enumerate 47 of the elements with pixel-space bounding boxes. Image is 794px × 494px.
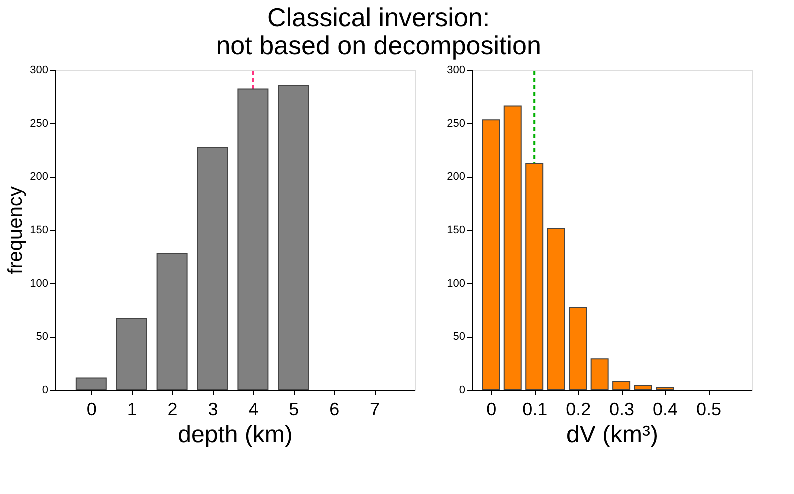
y-tick-label: 50 xyxy=(453,331,466,344)
x-tick-label: 0 xyxy=(486,400,497,420)
bar xyxy=(197,147,228,390)
y-tick-label: 0 xyxy=(459,384,466,396)
x-tick-label: 0.1 xyxy=(522,400,548,420)
x-tick-label: 0.3 xyxy=(610,400,635,420)
x-tick-label: 0 xyxy=(86,400,97,420)
y-axis-title: frequency xyxy=(5,186,28,274)
x-tick-label: 2 xyxy=(168,400,178,420)
y-tick-label: 200 xyxy=(447,171,466,184)
x-tick-label: 4 xyxy=(248,400,259,420)
y-tick-label: 250 xyxy=(447,118,466,130)
bar xyxy=(156,252,188,390)
x-tick-label: 0.4 xyxy=(653,400,678,420)
bar xyxy=(76,378,107,390)
y-tick-label: 150 xyxy=(447,224,466,236)
x-tick-label: 6 xyxy=(330,400,340,420)
y-tick-label: 300 xyxy=(30,64,48,76)
x-axis-title: dV (km³) xyxy=(566,422,658,448)
y-tick-label: 0 xyxy=(42,384,48,396)
y-tick-label: 250 xyxy=(30,118,48,130)
bar xyxy=(656,387,674,390)
x-tick-label: 0.5 xyxy=(696,400,722,420)
x-tick-label: 0.2 xyxy=(566,400,592,420)
y-tick-label: 300 xyxy=(447,64,466,76)
bar xyxy=(504,106,522,390)
bar xyxy=(116,318,148,390)
chart-title: Classical inversion: not based on decomposition xyxy=(216,2,542,60)
x-tick-label: 3 xyxy=(208,400,218,420)
y-tick-label: 200 xyxy=(30,171,48,184)
y-tick-label: 100 xyxy=(30,278,48,290)
bar xyxy=(526,163,544,390)
y-tick-label: 100 xyxy=(447,278,466,290)
x-tick-label: 1 xyxy=(127,400,138,420)
bar xyxy=(278,86,310,390)
bar xyxy=(612,380,631,390)
x-axis-title: depth (km) xyxy=(178,422,293,448)
x-tick-label: 5 xyxy=(289,400,300,420)
y-tick-label: 50 xyxy=(36,331,48,344)
bar xyxy=(482,120,500,390)
bar xyxy=(547,228,566,390)
y-tick-label: 150 xyxy=(30,224,48,236)
x-tick-label: 7 xyxy=(370,400,380,420)
bar xyxy=(634,385,652,390)
bar xyxy=(238,88,269,390)
bar xyxy=(569,307,588,390)
bar xyxy=(590,358,609,390)
